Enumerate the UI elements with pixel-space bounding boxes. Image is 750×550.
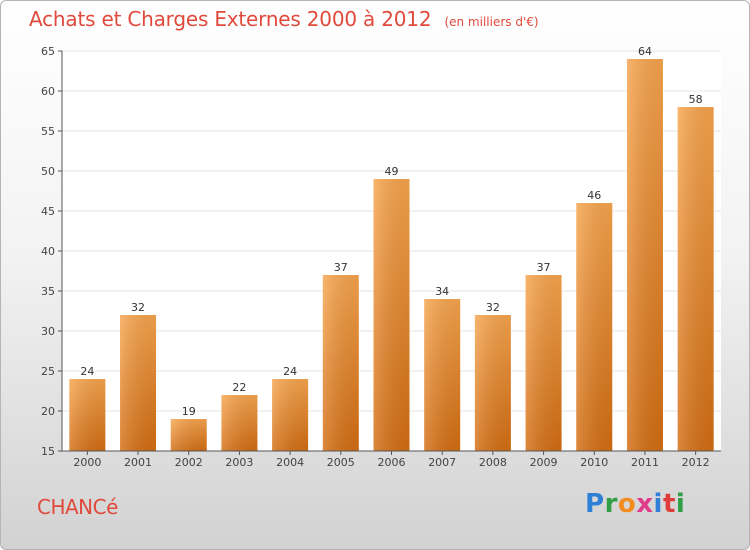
y-tick-label: 35 xyxy=(41,285,55,298)
logo-letter: i xyxy=(653,489,663,519)
x-tick-label: 2003 xyxy=(225,456,253,469)
data-label: 37 xyxy=(537,261,551,274)
logo-letter: r xyxy=(604,489,618,519)
y-tick-label: 65 xyxy=(41,45,55,58)
y-tick-label: 15 xyxy=(41,445,55,458)
logo-letter: o xyxy=(617,489,637,519)
y-tick-label: 20 xyxy=(41,405,55,418)
y-tick-label: 25 xyxy=(41,365,55,378)
data-label: 24 xyxy=(283,365,297,378)
x-tick-label: 2004 xyxy=(276,456,304,469)
bar-shade xyxy=(120,315,157,451)
chart-subtitle: (en milliers d'€) xyxy=(444,15,539,29)
x-tick-label: 2001 xyxy=(124,456,152,469)
chart-title: Achats et Charges Externes 2000 à 2012 xyxy=(29,7,432,31)
logo-letter: x xyxy=(636,489,654,519)
bar-shade xyxy=(69,379,106,451)
bar-shade xyxy=(677,107,714,451)
y-tick-label: 55 xyxy=(41,125,55,138)
data-label: 58 xyxy=(689,93,703,106)
x-tick-label: 2009 xyxy=(530,456,558,469)
data-label: 34 xyxy=(435,285,449,298)
logo-letter: t xyxy=(662,489,676,519)
bar-shade xyxy=(424,299,461,451)
bar-shade xyxy=(474,315,511,451)
y-tick-label: 45 xyxy=(41,205,55,218)
bar-shade xyxy=(221,395,258,451)
bar-shade xyxy=(373,179,410,451)
y-tick-label: 40 xyxy=(41,245,55,258)
data-label: 24 xyxy=(80,365,94,378)
x-tick-label: 2007 xyxy=(428,456,456,469)
y-tick-label: 30 xyxy=(41,325,55,338)
bar-shade xyxy=(170,419,207,451)
data-label: 64 xyxy=(638,45,652,58)
data-label: 32 xyxy=(131,301,145,314)
x-tick-label: 2000 xyxy=(73,456,101,469)
x-tick-label: 2006 xyxy=(378,456,406,469)
commune-name: CHANCé xyxy=(37,495,118,519)
x-tick-label: 2011 xyxy=(631,456,659,469)
data-label: 37 xyxy=(334,261,348,274)
bar-shade xyxy=(525,275,562,451)
chart-title-row: Achats et Charges Externes 2000 à 2012 (… xyxy=(29,7,539,31)
y-tick-label: 50 xyxy=(41,165,55,178)
bar-shade xyxy=(576,203,613,451)
logo-letter: P xyxy=(585,489,605,519)
data-label: 46 xyxy=(587,189,601,202)
x-tick-label: 2008 xyxy=(479,456,507,469)
x-tick-label: 2010 xyxy=(580,456,608,469)
bar-shade xyxy=(322,275,359,451)
x-tick-label: 2005 xyxy=(327,456,355,469)
x-tick-label: 2012 xyxy=(682,456,710,469)
data-label: 19 xyxy=(182,405,196,418)
data-label: 22 xyxy=(232,381,246,394)
proxiti-logo: Proxiti xyxy=(585,489,685,519)
x-tick-label: 2002 xyxy=(175,456,203,469)
bar-shade xyxy=(272,379,309,451)
bar-shade xyxy=(626,59,663,451)
data-label: 32 xyxy=(486,301,500,314)
data-label: 49 xyxy=(385,165,399,178)
logo-letter: i xyxy=(675,489,686,519)
y-tick-label: 60 xyxy=(41,85,55,98)
